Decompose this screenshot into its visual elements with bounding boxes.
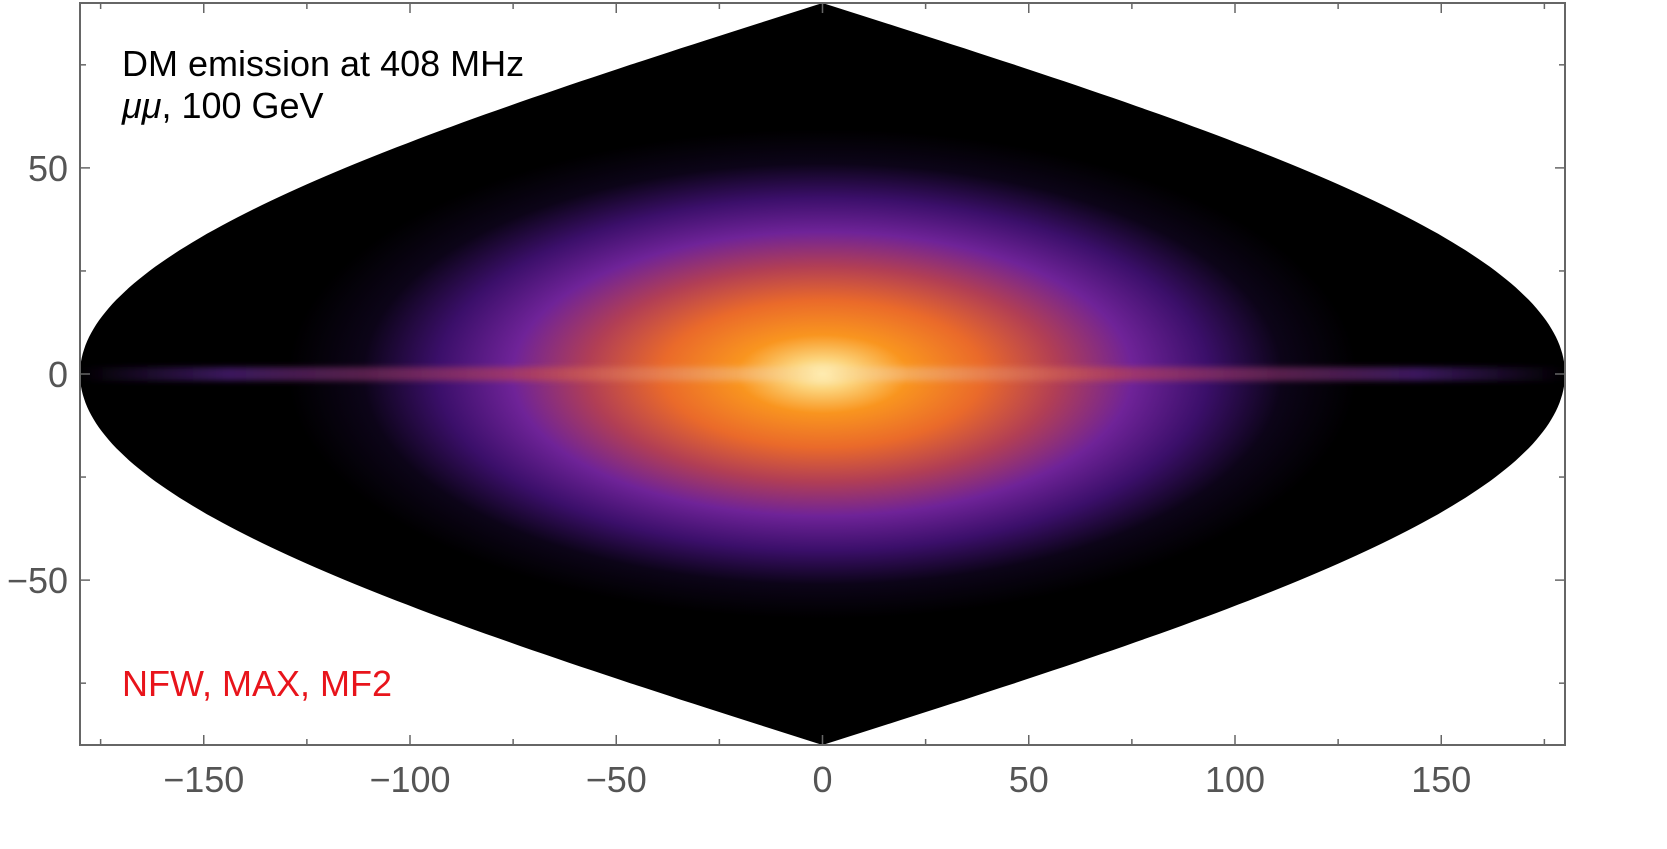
galactic-plane-band: [80, 367, 1565, 381]
x-tick-label: −150: [163, 759, 244, 800]
x-tick-label: 50: [1009, 759, 1049, 800]
y-tick-label: 0: [48, 354, 68, 395]
sky-map-emission: [80, 129, 1565, 619]
annotation-emission-label: DM emission at 408 MHz: [122, 43, 524, 84]
annotation-model-label: NFW, MAX, MF2: [122, 663, 392, 704]
x-tick-label: 0: [812, 759, 832, 800]
x-axis-tick-labels: −150 −100 −50 0 50 100 150: [163, 759, 1471, 800]
x-tick-label: 100: [1205, 759, 1265, 800]
y-tick-label: 50: [28, 148, 68, 189]
annotation-mass: , 100 GeV: [161, 85, 323, 126]
x-tick-label: −50: [586, 759, 647, 800]
y-axis-tick-labels: −50 0 50: [7, 148, 68, 601]
x-tick-label: 150: [1411, 759, 1471, 800]
annotation-channel: μμ: [121, 85, 162, 126]
annotation-channel-mass: μμ, 100 GeV: [121, 85, 324, 126]
x-tick-label: −100: [369, 759, 450, 800]
axis-ticks: [80, 3, 1565, 745]
y-tick-label: −50: [7, 560, 68, 601]
